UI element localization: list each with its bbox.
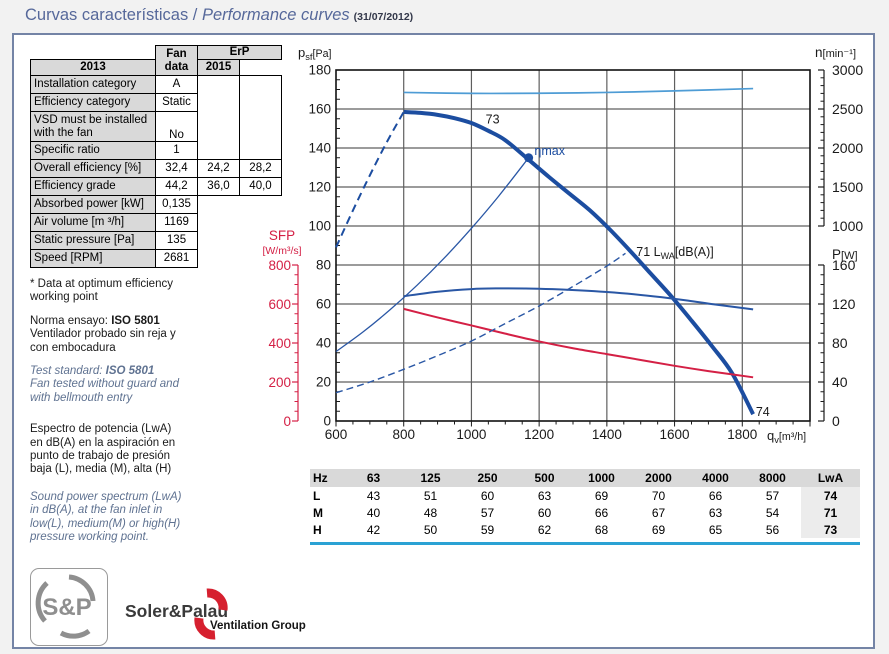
notes-block: * Data at optimum efficiency working poi… (30, 278, 230, 545)
table-row-high: H 42 50 59 62 68 69 65 56 73 (310, 521, 860, 538)
note-test-standard: Test standard: ISO 5801 Fan tested witho… (30, 365, 179, 404)
company-name: Soler&Palau (125, 601, 229, 621)
fan-data-table: Fan data ErP 2013 2015 Installation cate… (30, 45, 282, 268)
col-header-2013: 2013 (30, 59, 156, 76)
label-71-lwa: 71 LWA[dB(A)] (636, 245, 713, 261)
power-axis-label: 80 (832, 335, 848, 351)
curve-power-curve (403, 287, 754, 311)
power-axis-label: 40 (832, 374, 848, 390)
label-eta-max: ηmax (534, 144, 565, 158)
x-tick-label: 1200 (524, 427, 554, 442)
p-tick-label: 20 (316, 375, 331, 390)
curve-sfp-curve (403, 307, 754, 379)
table-row: Overall efficiency [%] 32,4 24,2 28,2 (30, 159, 282, 178)
table-row-medium: M 40 48 57 60 66 67 63 54 71 (310, 504, 860, 521)
note-norma: Norma ensayo: ISO 5801 Ventilador probad… (30, 314, 176, 354)
x-tick-label: 1800 (727, 427, 757, 442)
table-underline (310, 542, 860, 545)
table-row: Installation category A (30, 75, 282, 160)
pressure-axis-title: psf[Pa] (298, 45, 332, 62)
sfp-axis-label: 0 (283, 414, 291, 429)
title-english: Performance curves (201, 6, 350, 24)
flow-axis-title: qv[m³/h] (767, 428, 806, 445)
title-date: (31/07/2012) (353, 11, 414, 23)
page-title: Curvas características / Performance cur… (25, 6, 414, 24)
speed-axis-label: 1000 (832, 218, 863, 234)
sound-spectrum-table: Hz 63 125 250 500 1000 2000 4000 8000 Lw… (310, 469, 860, 538)
speed-axis-label: 2000 (832, 140, 863, 156)
sfp-axis-title-2: [W/m³/s] (262, 245, 301, 257)
curve-system-line (335, 157, 530, 353)
curve-speed-curve (403, 87, 754, 95)
x-tick-label: 1000 (456, 427, 486, 442)
optimum-point-marker (524, 153, 534, 163)
col-header-2015: 2015 (197, 59, 240, 76)
p-tick-label: 160 (308, 102, 331, 117)
p-tick-label: 120 (308, 180, 331, 195)
sfp-axis-label: 400 (268, 336, 291, 351)
power-axis-title: P[W] (832, 247, 858, 262)
x-tick-label: 600 (325, 427, 348, 442)
title-spanish: Curvas características (25, 6, 189, 24)
table-row: Efficiency category Static (30, 93, 282, 112)
sfp-axis-label: 600 (268, 297, 291, 312)
p-tick-label: 100 (308, 219, 331, 234)
sfp-axis (292, 264, 299, 422)
sfp-axis-label: 200 (268, 375, 291, 390)
plot-frame (335, 69, 811, 422)
table-row-low: L 43 51 60 63 69 70 66 57 74 (310, 487, 860, 504)
sp-logo: S&P (30, 568, 108, 646)
spectrum-header-row: Hz 63 125 250 500 1000 2000 4000 8000 Lw… (310, 469, 860, 487)
curve-lwa-dashed (335, 252, 626, 394)
x-tick-label: 800 (392, 427, 415, 442)
note-espectro: Espectro de potencia (LwA) en dB(A) en l… (30, 423, 176, 476)
p-tick-label: 60 (316, 297, 331, 312)
sfp-axis-title-1: SFP (269, 228, 295, 243)
table-row: Static pressure [Pa] 135 (30, 231, 282, 250)
note-sound-spectrum: Sound power spectrum (LwA) in dB(A), at … (30, 490, 182, 544)
x-tick-label: 1400 (592, 427, 622, 442)
label-73: 73 (486, 113, 500, 127)
power-axis-label: 0 (832, 413, 840, 429)
p-tick-label: 180 (308, 63, 331, 78)
p-tick-label: 140 (308, 141, 331, 156)
col-header-erp: ErP (197, 45, 282, 60)
group-name: Ventilation Group (210, 620, 306, 632)
power-axis-label: 120 (832, 296, 856, 312)
note-optimum: * Data at optimum efficiency working poi… (30, 278, 173, 304)
table-row: Speed [RPM] 2681 (30, 249, 282, 268)
table-row: Absorbed power [kW] 0,135 (30, 195, 282, 214)
p-tick-label: 0 (323, 414, 331, 429)
sp-logo-mark: S&P (35, 574, 96, 639)
sp-logo-text: S&P (42, 594, 91, 621)
p-tick-label: 40 (316, 336, 331, 351)
table-row: VSD must be installed with the fan No (30, 111, 282, 142)
speed-axis-label: 2500 (832, 101, 863, 117)
label-74: 74 (756, 405, 770, 419)
curve-pressure-stall-dashed (335, 111, 405, 248)
speed-axis-title: n[min⁻¹] (815, 45, 856, 60)
speed-axis (818, 69, 825, 227)
p-tick-label: 80 (316, 258, 331, 273)
power-axis (818, 264, 825, 422)
power-axis-label: 160 (832, 257, 856, 273)
table-row: Air volume [m ³/h] 1169 (30, 213, 282, 232)
speed-axis-label: 1500 (832, 179, 863, 195)
col-header-fan-data: Fan data (155, 45, 198, 76)
speed-axis-label: 3000 (832, 62, 863, 78)
curve-pressure-curve (403, 109, 755, 416)
x-tick-label: 1600 (660, 427, 690, 442)
table-row: Specific ratio 1 (30, 141, 282, 160)
sfp-axis-label: 800 (268, 258, 291, 273)
table-row: Efficiency grade 44,2 36,0 40,0 (30, 177, 282, 196)
ventilation-group-icon (194, 588, 228, 640)
